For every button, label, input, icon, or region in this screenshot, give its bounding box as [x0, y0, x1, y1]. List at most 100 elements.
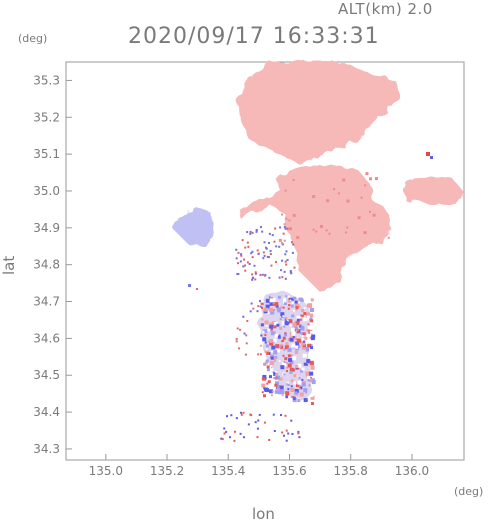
echo-pixel — [291, 297, 295, 301]
echo-pixel — [281, 276, 284, 279]
echo-pixel — [280, 312, 285, 317]
echo-pixel — [283, 298, 287, 302]
echo-pixel — [260, 226, 263, 229]
echo-pixel — [287, 338, 291, 342]
echo-pixel — [287, 388, 290, 391]
echo-pixel — [267, 340, 270, 343]
echo-pixel — [280, 365, 285, 370]
echo-pixel — [260, 334, 263, 337]
echo-pixel — [310, 346, 314, 350]
echo-pixel — [269, 375, 273, 379]
echo-pixel — [225, 430, 228, 433]
echo-pixel — [284, 277, 287, 280]
echo-pixel — [242, 265, 245, 268]
echo-pixel — [256, 436, 259, 439]
echo-pixel — [309, 378, 313, 382]
echo-pixel — [292, 395, 295, 398]
echo-pixel — [272, 413, 275, 416]
echo-pixel — [284, 414, 287, 417]
echo-pixel — [298, 387, 301, 390]
echo-pixel — [259, 274, 262, 277]
echo-pixel — [283, 302, 287, 306]
echo-pixel — [261, 230, 264, 233]
echo-pixel — [302, 340, 305, 343]
echo-pixel — [284, 333, 288, 337]
echo-pixel — [303, 388, 308, 393]
echo-pixel — [264, 274, 267, 277]
echo-pixel — [262, 337, 267, 342]
echo-pixel — [276, 323, 280, 327]
echo-pixel — [292, 322, 297, 327]
echo-pixel — [309, 317, 313, 321]
echo-pixel — [309, 307, 314, 312]
echo-pixel — [280, 345, 284, 349]
echo-central-cluster — [238, 164, 392, 292]
echo-pixel — [301, 338, 306, 343]
echo-pixel — [249, 230, 252, 233]
echo-pixel — [272, 303, 275, 306]
y-tick-label: 35.0 — [33, 184, 60, 198]
echo-pixel — [282, 232, 285, 235]
echo-pixel — [270, 331, 275, 336]
echo-pixel — [297, 430, 300, 433]
echo-pixel — [275, 376, 278, 379]
echo-pixel — [243, 332, 246, 335]
echo-pixel — [387, 236, 390, 239]
x-tick-label: 135.6 — [272, 464, 306, 478]
echo-pixel — [278, 245, 281, 248]
echo-pixel — [325, 229, 328, 232]
echo-pixel — [296, 338, 301, 343]
echo-pixel — [262, 377, 265, 380]
echo-pixel — [311, 380, 316, 385]
echo-pixel — [265, 344, 269, 348]
echo-pixel — [287, 383, 290, 386]
echo-pixel — [346, 199, 350, 203]
echo-pixel — [294, 327, 299, 332]
echo-pixel — [253, 264, 256, 267]
echo-pixel — [292, 398, 297, 403]
echo-pixel — [294, 300, 298, 304]
echo-pixel — [270, 377, 275, 382]
echo-pixel — [301, 308, 305, 312]
echo-pixel — [251, 273, 254, 276]
echo-pixel — [285, 317, 288, 320]
x-axis-label: lon — [252, 505, 275, 523]
echo-pixel — [268, 232, 271, 235]
echo-pixel — [300, 314, 303, 317]
y-tick-label: 34.3 — [33, 442, 60, 456]
echo-pixel — [270, 394, 273, 397]
echo-pixel — [260, 299, 264, 303]
echo-pixel — [262, 257, 265, 260]
echo-pixel — [251, 278, 254, 281]
echo-pixel — [291, 301, 294, 304]
echo-pixel — [286, 383, 289, 386]
echo-pixel — [290, 379, 294, 383]
echo-pixel — [269, 322, 273, 326]
echo-pixel — [279, 226, 282, 229]
echo-pixel — [299, 392, 304, 397]
echo-pixel — [292, 336, 297, 341]
echo-pixel — [281, 243, 284, 246]
x-tick-label: 135.2 — [150, 464, 184, 478]
echo-pixel — [263, 241, 266, 244]
echo-pixel — [277, 335, 281, 339]
echo-pixel — [250, 252, 253, 255]
echo-pixel — [273, 308, 276, 311]
echo-pixel — [315, 230, 318, 233]
echo-pixel — [249, 232, 252, 235]
echo-pixel — [285, 439, 288, 442]
echo-pixel — [308, 377, 311, 380]
echo-pixel — [297, 344, 301, 348]
echo-pixel — [289, 324, 292, 327]
echo-pixel — [310, 298, 314, 302]
echo-pixel — [235, 417, 238, 420]
echo-pixel — [243, 258, 246, 261]
echo-pixel — [289, 269, 292, 272]
echo-pixel — [290, 396, 293, 399]
echo-pixel — [319, 224, 323, 228]
echo-pixel — [265, 359, 269, 363]
echo-pixel — [273, 376, 276, 379]
echo-pixel — [263, 421, 266, 424]
echo-pixel — [309, 360, 314, 365]
echo-pixel — [273, 240, 276, 243]
